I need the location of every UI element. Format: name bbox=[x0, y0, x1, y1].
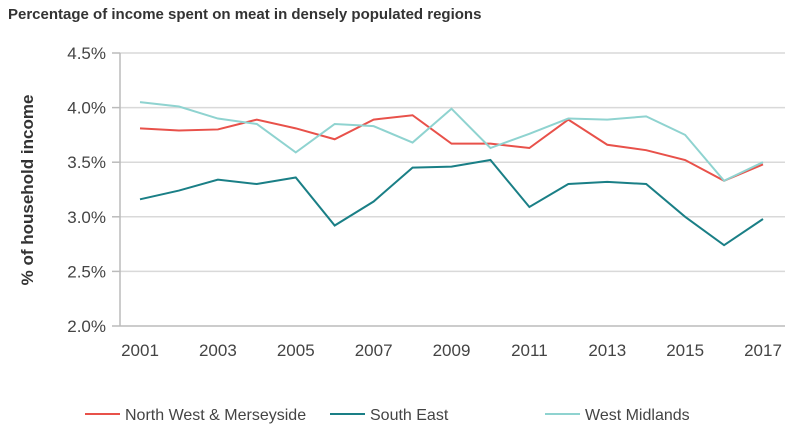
x-tick-label: 2001 bbox=[121, 341, 159, 360]
x-tick-label: 2011 bbox=[511, 341, 548, 360]
x-tick-label: 2017 bbox=[744, 341, 782, 360]
x-tick-label: 2003 bbox=[199, 341, 237, 360]
y-tick-label: 3.5% bbox=[67, 153, 106, 172]
x-tick-label: 2009 bbox=[433, 341, 471, 360]
y-tick-label: 2.0% bbox=[67, 317, 106, 336]
series-line-2 bbox=[139, 101, 764, 182]
x-tick-label: 2007 bbox=[355, 341, 393, 360]
x-tick-label: 2005 bbox=[277, 341, 315, 360]
chart-title: Percentage of income spent on meat in de… bbox=[8, 6, 482, 23]
series-line-1 bbox=[139, 158, 764, 247]
y-tick-label: 2.5% bbox=[67, 262, 106, 281]
x-tick-label: 2013 bbox=[588, 341, 626, 360]
y-tick-label: 3.0% bbox=[67, 208, 106, 227]
legend-label: South East bbox=[370, 407, 449, 424]
y-tick-label: 4.5% bbox=[67, 44, 106, 63]
y-axis-label: % of household income bbox=[18, 95, 37, 286]
x-tick-label: 2015 bbox=[666, 341, 704, 360]
y-tick-label: 4.0% bbox=[67, 99, 106, 118]
series-line-0 bbox=[139, 114, 764, 182]
legend-label: West Midlands bbox=[585, 407, 690, 424]
legend-label: North West & Merseyside bbox=[125, 407, 306, 424]
